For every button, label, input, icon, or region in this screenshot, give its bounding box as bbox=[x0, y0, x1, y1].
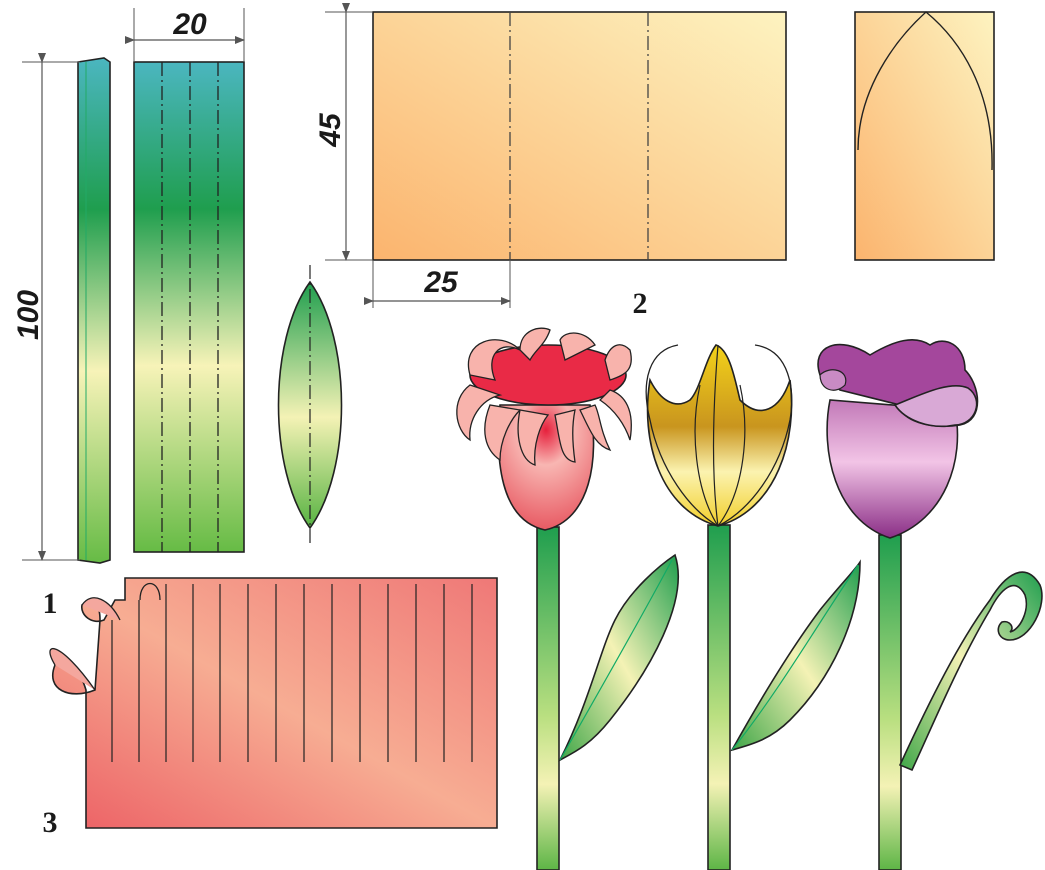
sheet-segment-label: 25 bbox=[423, 266, 459, 299]
orange-sheet bbox=[372, 11, 787, 261]
pink-fringed-sheet bbox=[49, 577, 498, 829]
petal-template bbox=[854, 11, 995, 261]
length-label: 100 bbox=[12, 290, 45, 340]
length-dimension: 100 bbox=[12, 53, 80, 561]
sheet-height-label: 45 bbox=[314, 112, 347, 148]
sheet-segment-dimension: 25 bbox=[364, 260, 511, 308]
width-dimension: 20 bbox=[125, 8, 245, 62]
leaf-template bbox=[277, 265, 343, 545]
purple-tulip bbox=[817, 339, 1043, 870]
sheet-height-dimension: 45 bbox=[314, 3, 373, 261]
wide-green-strip bbox=[133, 61, 245, 553]
red-tulip bbox=[456, 327, 680, 870]
yellow-tulip bbox=[645, 344, 861, 870]
width-label: 20 bbox=[172, 8, 207, 41]
step-label-1: 1 bbox=[43, 587, 58, 620]
step-label-3: 3 bbox=[43, 806, 58, 839]
step-label-2: 2 bbox=[633, 287, 648, 320]
narrow-green-strip bbox=[77, 57, 111, 564]
